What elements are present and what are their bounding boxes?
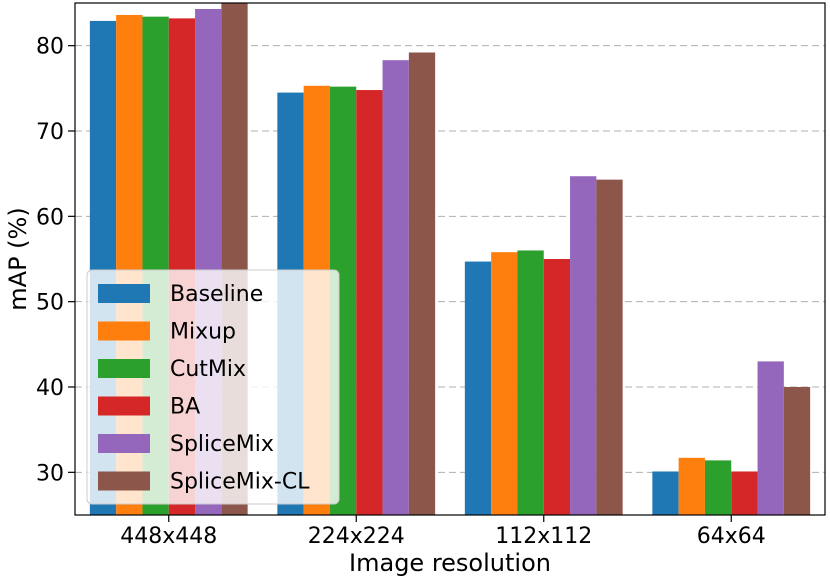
bar <box>596 179 623 515</box>
bar <box>678 457 705 515</box>
x-tick-label: 112x112 <box>495 524 592 549</box>
legend-swatch <box>98 284 150 303</box>
y-tick-label: 60 <box>36 205 64 230</box>
bar <box>464 261 492 515</box>
bar <box>731 471 758 515</box>
x-tick-label: 448x448 <box>120 524 217 549</box>
y-tick-label: 40 <box>36 376 64 401</box>
y-tick-label: 80 <box>36 35 64 60</box>
y-axis-label: mAP (%) <box>4 207 32 310</box>
bar <box>517 250 544 515</box>
y-axis: 30 40 50 60 70 80 <box>36 35 75 486</box>
bar <box>783 387 811 515</box>
y-tick-label: 50 <box>36 291 64 316</box>
y-tick-label: 70 <box>36 120 64 145</box>
plot-frame <box>74 2 826 516</box>
legend-swatch <box>98 434 150 453</box>
legend-swatch <box>98 396 150 416</box>
legend-label: BA <box>170 395 200 420</box>
bar <box>704 460 732 515</box>
x-axis-label: Image resolution <box>349 549 551 577</box>
legend-swatch <box>98 321 150 341</box>
legend: Baseline Mixup CutMix BA SpliceMix SpliceMix-… <box>86 269 340 505</box>
legend-swatch <box>98 359 150 378</box>
legend-swatch <box>98 471 150 491</box>
y-tick-label: 30 <box>36 461 64 486</box>
bar <box>757 361 784 515</box>
x-tick-label: 64x64 <box>697 524 766 549</box>
legend-label: CutMix <box>170 357 246 382</box>
x-axis: 448x448 224x224 112x112 64x64 <box>120 515 766 549</box>
bar <box>652 471 679 515</box>
legend-label: SpliceMix-CL <box>170 470 310 495</box>
bar <box>570 176 597 515</box>
bar <box>543 259 571 515</box>
bar <box>408 52 436 515</box>
legend-label: Mixup <box>170 320 236 345</box>
bar <box>491 252 518 515</box>
legend-label: SpliceMix <box>170 432 274 457</box>
legend-label: Baseline <box>170 282 263 307</box>
x-tick-label: 224x224 <box>308 524 405 549</box>
bar <box>382 60 409 515</box>
bar <box>356 90 383 515</box>
